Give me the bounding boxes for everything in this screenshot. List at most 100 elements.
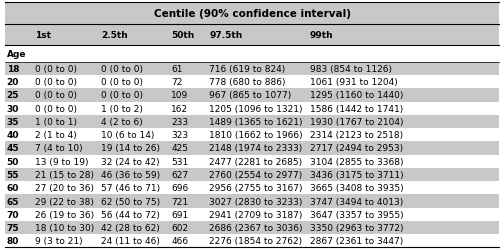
Text: 32 (24 to 42): 32 (24 to 42) (101, 157, 159, 166)
Bar (5, 195, 499, 208)
Text: 29 (22 to 38): 29 (22 to 38) (35, 197, 94, 206)
Text: 42 (28 to 62): 42 (28 to 62) (101, 223, 160, 232)
Text: 3436 (3175 to 3711): 3436 (3175 to 3711) (310, 170, 404, 179)
Text: 721: 721 (171, 197, 188, 206)
Text: 60: 60 (7, 184, 19, 192)
Text: 0 (0 to 0): 0 (0 to 0) (101, 78, 143, 87)
Text: 696: 696 (171, 184, 188, 192)
Text: 65: 65 (7, 197, 19, 206)
Text: 30: 30 (7, 104, 19, 113)
Text: 10 (6 to 14): 10 (6 to 14) (101, 131, 154, 140)
Bar (5, 128, 499, 142)
Text: 20: 20 (7, 78, 19, 87)
Bar (5, 182, 499, 195)
Text: 46 (36 to 59): 46 (36 to 59) (101, 170, 160, 179)
Text: 531: 531 (171, 157, 188, 166)
Bar (5, 155, 499, 168)
Text: 3350 (2963 to 3772): 3350 (2963 to 3772) (310, 223, 404, 232)
Text: 602: 602 (171, 223, 188, 232)
Text: 61: 61 (171, 65, 183, 74)
Text: 2686 (2367 to 3036): 2686 (2367 to 3036) (209, 223, 303, 232)
Text: 466: 466 (171, 236, 188, 245)
Text: Age: Age (7, 50, 26, 59)
Bar (5, 89, 499, 102)
Text: 21 (15 to 28): 21 (15 to 28) (35, 170, 94, 179)
Text: 0 (0 to 0): 0 (0 to 0) (35, 104, 77, 113)
Text: 162: 162 (171, 104, 188, 113)
Text: 0 (0 to 0): 0 (0 to 0) (35, 78, 77, 87)
Text: 0 (0 to 0): 0 (0 to 0) (101, 91, 143, 100)
Text: 0 (0 to 0): 0 (0 to 0) (35, 65, 77, 74)
Text: 55: 55 (7, 170, 19, 179)
Text: 2 (1 to 4): 2 (1 to 4) (35, 131, 77, 140)
Bar (5, 115, 499, 128)
Text: 425: 425 (171, 144, 188, 153)
Text: 1 (0 to 2): 1 (0 to 2) (101, 104, 143, 113)
Text: 2760 (2554 to 2977): 2760 (2554 to 2977) (209, 170, 302, 179)
Text: 716 (619 to 824): 716 (619 to 824) (209, 65, 285, 74)
Bar (5, 142, 499, 155)
Text: 2477 (2281 to 2685): 2477 (2281 to 2685) (209, 157, 302, 166)
Text: 1st: 1st (35, 31, 51, 40)
Bar (5, 168, 499, 181)
Bar (5, 46, 499, 62)
Text: 778 (680 to 886): 778 (680 to 886) (209, 78, 286, 87)
Text: 2276 (1854 to 2762): 2276 (1854 to 2762) (209, 236, 302, 245)
Text: 50th: 50th (171, 31, 195, 40)
Text: 13 (9 to 19): 13 (9 to 19) (35, 157, 89, 166)
Text: 2314 (2123 to 2518): 2314 (2123 to 2518) (310, 131, 403, 140)
Text: 72: 72 (171, 78, 183, 87)
Text: 3027 (2830 to 3233): 3027 (2830 to 3233) (209, 197, 302, 206)
Bar (5, 234, 499, 247)
Bar (5, 25, 499, 46)
Text: 19 (14 to 26): 19 (14 to 26) (101, 144, 160, 153)
Text: 57 (46 to 71): 57 (46 to 71) (101, 184, 160, 192)
Text: 18: 18 (7, 65, 19, 74)
Bar (5, 221, 499, 234)
Text: 3647 (3357 to 3955): 3647 (3357 to 3955) (310, 210, 404, 219)
Text: 3747 (3494 to 4013): 3747 (3494 to 4013) (310, 197, 403, 206)
Text: 45: 45 (7, 144, 19, 153)
Text: 27 (20 to 36): 27 (20 to 36) (35, 184, 94, 192)
Text: 80: 80 (7, 236, 19, 245)
Text: 1930 (1767 to 2104): 1930 (1767 to 2104) (310, 118, 404, 126)
Bar (5, 62, 499, 76)
Text: 1205 (1096 to 1321): 1205 (1096 to 1321) (209, 104, 303, 113)
Text: 75: 75 (7, 223, 19, 232)
Text: 233: 233 (171, 118, 188, 126)
Bar (5, 208, 499, 221)
Text: 109: 109 (171, 91, 188, 100)
Text: 99th: 99th (310, 31, 334, 40)
Text: 9 (3 to 21): 9 (3 to 21) (35, 236, 83, 245)
Text: 70: 70 (7, 210, 19, 219)
Text: 50: 50 (7, 157, 19, 166)
Text: 0 (0 to 0): 0 (0 to 0) (101, 65, 143, 74)
Text: 18 (10 to 30): 18 (10 to 30) (35, 223, 95, 232)
Bar (5, 76, 499, 89)
Text: 0 (0 to 0): 0 (0 to 0) (35, 91, 77, 100)
Text: 35: 35 (7, 118, 19, 126)
Text: 1810 (1662 to 1966): 1810 (1662 to 1966) (209, 131, 303, 140)
Text: 97.5th: 97.5th (209, 31, 242, 40)
Text: Centile (90% confidence interval): Centile (90% confidence interval) (154, 9, 350, 19)
Text: 983 (854 to 1126): 983 (854 to 1126) (310, 65, 392, 74)
Text: 2.5th: 2.5th (101, 31, 128, 40)
Text: 2941 (2709 to 3187): 2941 (2709 to 3187) (209, 210, 302, 219)
Text: 1489 (1365 to 1621): 1489 (1365 to 1621) (209, 118, 303, 126)
Text: 4 (2 to 6): 4 (2 to 6) (101, 118, 143, 126)
Text: 7 (4 to 10): 7 (4 to 10) (35, 144, 83, 153)
Text: 1061 (931 to 1204): 1061 (931 to 1204) (310, 78, 398, 87)
Text: 1 (0 to 1): 1 (0 to 1) (35, 118, 77, 126)
Text: 56 (44 to 72): 56 (44 to 72) (101, 210, 160, 219)
Text: 24 (11 to 46): 24 (11 to 46) (101, 236, 160, 245)
Text: 691: 691 (171, 210, 188, 219)
Text: 1586 (1442 to 1741): 1586 (1442 to 1741) (310, 104, 403, 113)
Text: 62 (50 to 75): 62 (50 to 75) (101, 197, 160, 206)
Text: 627: 627 (171, 170, 188, 179)
Text: 3665 (3408 to 3935): 3665 (3408 to 3935) (310, 184, 404, 192)
Text: 967 (865 to 1077): 967 (865 to 1077) (209, 91, 291, 100)
Text: 40: 40 (7, 131, 19, 140)
Text: 3104 (2855 to 3368): 3104 (2855 to 3368) (310, 157, 404, 166)
Text: 25: 25 (7, 91, 19, 100)
Text: 323: 323 (171, 131, 188, 140)
